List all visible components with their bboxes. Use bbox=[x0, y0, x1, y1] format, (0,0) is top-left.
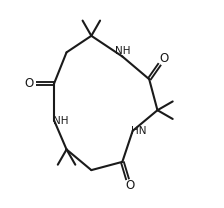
Text: O: O bbox=[125, 180, 134, 192]
Text: NH: NH bbox=[115, 46, 130, 56]
Text: O: O bbox=[24, 77, 34, 90]
Text: O: O bbox=[159, 52, 168, 65]
Text: NH: NH bbox=[53, 115, 68, 126]
Text: HN: HN bbox=[131, 126, 147, 136]
